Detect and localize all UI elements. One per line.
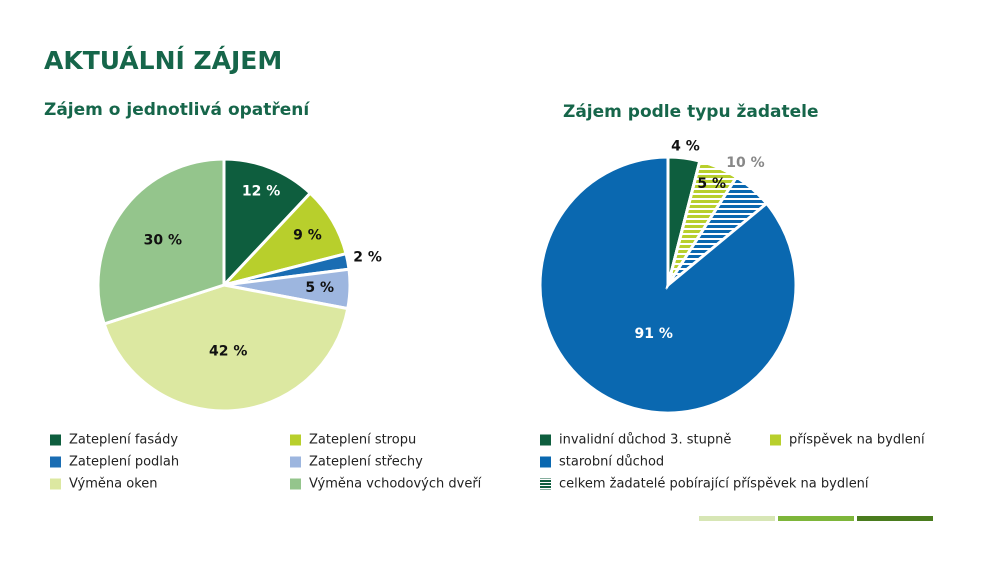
decor-bar [699, 516, 775, 521]
legend-label: celkem žadatelé pobírající příspěvek na … [559, 477, 869, 492]
legend-swatch [290, 478, 301, 490]
data-label: 2 % [353, 250, 382, 266]
legend-label: Výměna vchodových dveří [309, 477, 482, 492]
legend-swatch [540, 478, 551, 490]
legend-label: starobní důchod [559, 455, 664, 470]
legend-label: příspěvek na bydlení [789, 433, 925, 448]
legend-swatch [540, 434, 551, 446]
data-label: 12 % [242, 183, 280, 199]
data-label: 10 % [726, 155, 764, 171]
legend-label: Zateplení stropu [309, 433, 416, 448]
legend-label: Zateplení podlah [69, 455, 179, 470]
data-label: 9 % [293, 228, 322, 244]
legend-label: Zateplení fasády [69, 433, 178, 448]
data-label: 5 % [697, 176, 726, 192]
legend-swatch [540, 456, 551, 468]
data-label: 91 % [635, 326, 673, 342]
legend-label: invalidní důchod 3. stupně [559, 433, 731, 448]
legend-swatch [50, 478, 61, 490]
pie-slice [96, 157, 226, 326]
legend-label: Zateplení střechy [309, 455, 423, 470]
legend-swatch [50, 434, 61, 446]
decor-bar [857, 516, 933, 521]
pie-slice [102, 283, 350, 413]
chart-title: Zájem podle typu žadatele [563, 102, 819, 122]
legend-swatch [770, 434, 781, 446]
legend-swatch [290, 434, 301, 446]
legend-swatch [50, 456, 61, 468]
data-label: 5 % [305, 280, 334, 296]
slide-title: AKTUÁLNÍ ZÁJEM [44, 46, 282, 75]
data-label: 42 % [209, 344, 247, 360]
hatch-border [665, 159, 769, 290]
decor-bar [778, 516, 854, 521]
chart-title: Zájem o jednotlivá opatření [44, 100, 310, 120]
data-label: 30 % [144, 233, 182, 249]
data-label: 4 % [671, 139, 700, 155]
pie-slice [222, 157, 313, 289]
legend-label: Výměna oken [69, 477, 158, 492]
legend-swatch [290, 456, 301, 468]
